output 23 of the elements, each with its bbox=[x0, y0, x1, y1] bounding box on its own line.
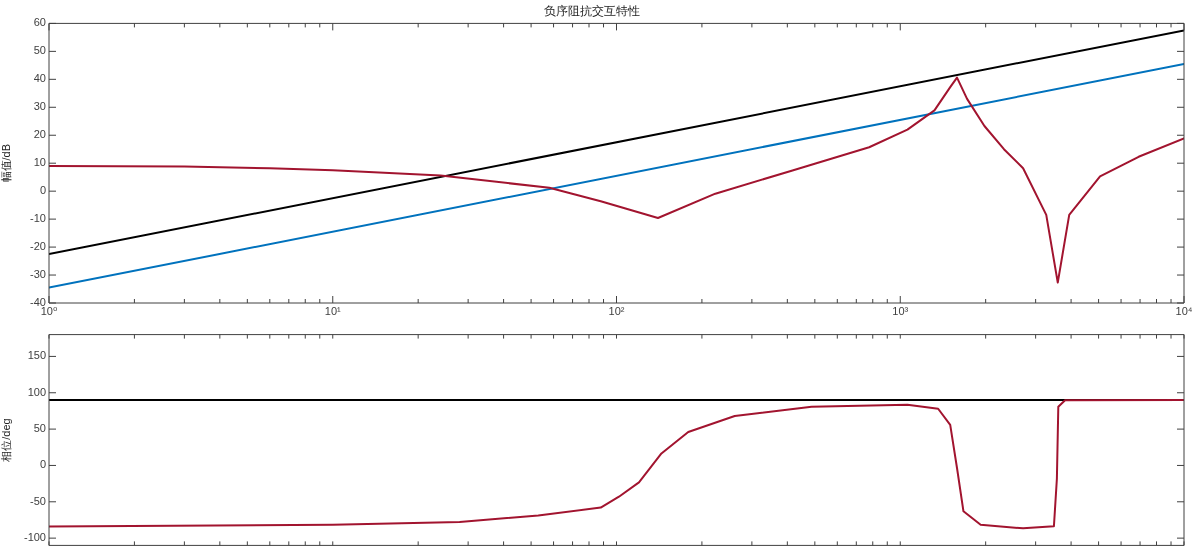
y-tick-label: -30 bbox=[30, 268, 46, 281]
chart-title: 负序阻抗交互特性 bbox=[544, 3, 640, 18]
y-tick-label: -20 bbox=[30, 240, 46, 253]
y-tick-label: 50 bbox=[33, 44, 46, 57]
y-tick-label: -100 bbox=[23, 531, 46, 544]
y-tick-label: -10 bbox=[30, 212, 46, 225]
y-tick-label: 40 bbox=[33, 72, 46, 85]
x-tick-label: 10¹ bbox=[324, 304, 342, 317]
y-tick-label: 50 bbox=[33, 422, 46, 435]
y-tick-label: 0 bbox=[39, 184, 46, 197]
x-tick-label: 10⁴ bbox=[1175, 304, 1193, 317]
y-tick-label: 20 bbox=[33, 128, 46, 141]
y-tick-label: 30 bbox=[33, 100, 46, 113]
y-tick-label: 10 bbox=[33, 156, 46, 169]
y-axis-title: 相位/deg bbox=[0, 418, 12, 462]
x-tick-label: 10² bbox=[608, 304, 625, 317]
y-tick-label: 150 bbox=[27, 349, 46, 362]
y-tick-label: 0 bbox=[39, 458, 46, 471]
y-tick-label: 100 bbox=[27, 385, 46, 398]
y-tick-label: -50 bbox=[30, 494, 46, 507]
y-axis-title: 幅值/dB bbox=[0, 143, 12, 183]
y-tick-label: 60 bbox=[33, 16, 46, 29]
x-tick-label: 10³ bbox=[892, 304, 909, 317]
